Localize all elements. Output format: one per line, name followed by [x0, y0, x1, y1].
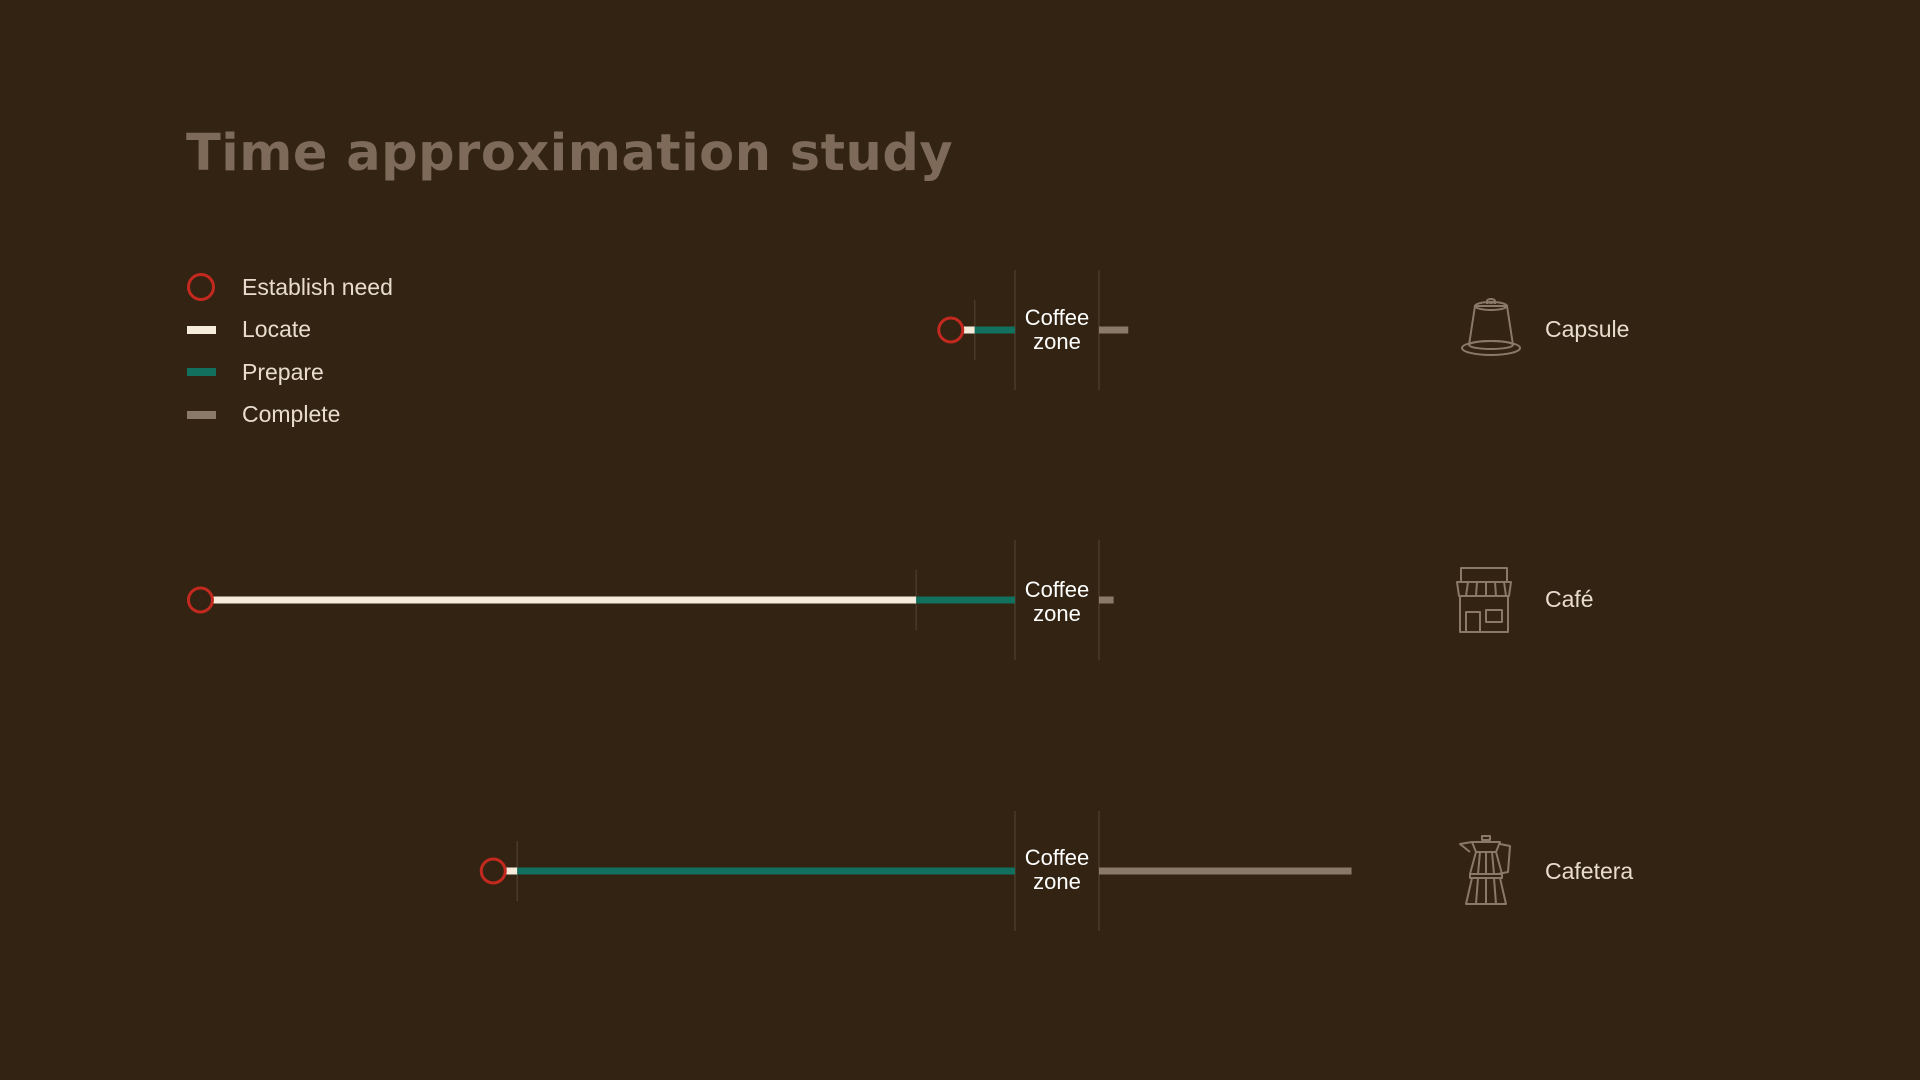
- legend-label: Establish need: [242, 273, 393, 300]
- establish-need-marker-cafetera: [479, 857, 507, 885]
- cafetera-icon: [1459, 835, 1511, 905]
- row-label-cafetera: Cafetera: [1545, 858, 1634, 884]
- line-swatch-icon: [186, 357, 216, 387]
- legend-label: Locate: [242, 316, 312, 343]
- legend-item-complete: Complete: [186, 394, 393, 437]
- legend-item-locate: Locate: [186, 309, 393, 352]
- capsule-icon: [1461, 298, 1521, 356]
- establish-need-marker-capsule: [937, 316, 965, 344]
- legend: Establish need Locate Prepare Complete: [186, 266, 393, 436]
- line-swatch-icon: [186, 400, 216, 430]
- coffee-zone-label: Coffee zone: [1024, 577, 1090, 626]
- legend-label: Complete: [242, 401, 341, 428]
- legend-item-establish-need: Establish need: [186, 266, 393, 309]
- line-swatch-icon: [186, 315, 216, 345]
- coffee-zone-label: Coffee zone: [1024, 845, 1090, 894]
- establish-need-marker-cafe: [186, 586, 214, 614]
- circle-icon: [186, 272, 216, 302]
- coffee-zone-label: Coffee zone: [1024, 305, 1090, 354]
- page-title: Time approximation study: [186, 124, 954, 183]
- row-label-cafe: Café: [1545, 586, 1594, 612]
- row-label-capsule: Capsule: [1545, 316, 1630, 342]
- legend-label: Prepare: [242, 358, 324, 385]
- cafe-icon: [1456, 567, 1512, 633]
- legend-item-prepare: Prepare: [186, 351, 393, 394]
